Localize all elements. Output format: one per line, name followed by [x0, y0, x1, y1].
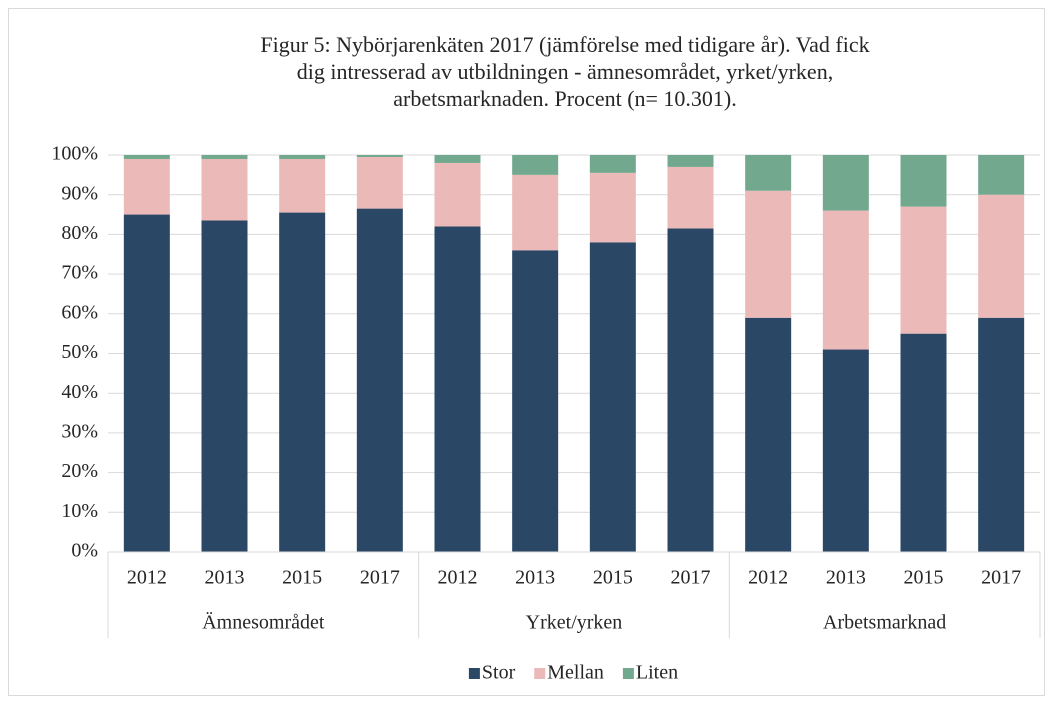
legend-swatch — [534, 668, 546, 679]
group-label: Ämnesområdet — [202, 611, 325, 634]
x-tick-label: 2013 — [826, 567, 866, 589]
x-tick-label: 2017 — [981, 567, 1021, 589]
y-tick-label: 30% — [61, 420, 98, 442]
bar-segment — [589, 242, 636, 552]
chart-title: Figur 5: Nybörjarenkäten 2017 (jämförels… — [260, 32, 869, 57]
bar-segment — [123, 155, 170, 159]
bar-segment — [279, 155, 326, 159]
bar-segment — [356, 155, 403, 157]
chart-title: dig intresserad av utbildningen - ämneso… — [297, 59, 833, 84]
x-tick-label: 2017 — [360, 567, 400, 589]
bar-segment — [512, 250, 559, 552]
bar-segment — [822, 155, 869, 211]
y-tick-label: 100% — [51, 143, 98, 165]
legend-swatch — [468, 668, 480, 679]
bar-segment — [978, 317, 1025, 552]
bar-segment — [356, 208, 403, 552]
legend-label: Liten — [636, 662, 678, 684]
group-label: Yrket/yrken — [526, 612, 623, 634]
bar-segment — [900, 206, 947, 334]
y-tick-label: 40% — [61, 381, 98, 403]
bar-segment — [667, 228, 714, 552]
x-tick-label: 2015 — [593, 567, 633, 589]
bar-segment — [123, 214, 170, 553]
x-tick-label: 2017 — [671, 567, 711, 589]
y-tick-label: 0% — [71, 540, 98, 562]
bar-segment — [201, 220, 248, 552]
x-tick-label: 2013 — [515, 567, 555, 589]
bar-segment — [123, 158, 170, 215]
bar-segment — [667, 155, 714, 167]
bar-segment — [279, 158, 326, 213]
x-tick-label: 2013 — [205, 567, 245, 589]
chart-title: arbetsmarknaden. Procent (n= 10.301). — [393, 86, 737, 111]
x-tick-label: 2015 — [282, 567, 322, 589]
bar-segment — [822, 349, 869, 552]
bar-segment — [434, 155, 481, 163]
bar-segment — [201, 158, 248, 221]
y-tick-label: 20% — [61, 460, 98, 482]
x-tick-label: 2015 — [904, 567, 944, 589]
y-tick-label: 10% — [61, 500, 98, 522]
bar-segment — [745, 317, 792, 552]
bar-segment — [589, 172, 636, 243]
bar-segment — [978, 155, 1025, 195]
bar-segment — [900, 333, 947, 552]
legend-label: Mellan — [547, 662, 604, 684]
y-tick-label: 50% — [61, 341, 98, 363]
bar-segment — [512, 174, 559, 251]
y-tick-label: 70% — [61, 262, 98, 284]
bar-segment — [822, 210, 869, 350]
bar-segment — [667, 166, 714, 229]
legend-swatch — [622, 668, 634, 679]
y-tick-label: 60% — [61, 301, 98, 323]
bar-segment — [589, 155, 636, 173]
x-tick-label: 2012 — [127, 567, 167, 589]
bar-segment — [745, 155, 792, 191]
bar-segment — [356, 156, 403, 209]
group-label: Arbetsmarknad — [823, 612, 946, 634]
bar-segment — [434, 162, 481, 227]
bar-segment — [900, 155, 947, 207]
bar-segment — [745, 190, 792, 318]
bar-segment — [434, 226, 481, 552]
bar-segment — [201, 155, 248, 159]
bar-segment — [978, 194, 1025, 318]
y-tick-label: 90% — [61, 182, 98, 204]
bar-segment — [279, 212, 326, 552]
y-tick-label: 80% — [61, 222, 98, 244]
bar-segment — [512, 155, 559, 175]
x-tick-label: 2012 — [748, 567, 788, 589]
x-tick-label: 2012 — [438, 567, 478, 589]
legend-label: Stor — [482, 662, 516, 684]
